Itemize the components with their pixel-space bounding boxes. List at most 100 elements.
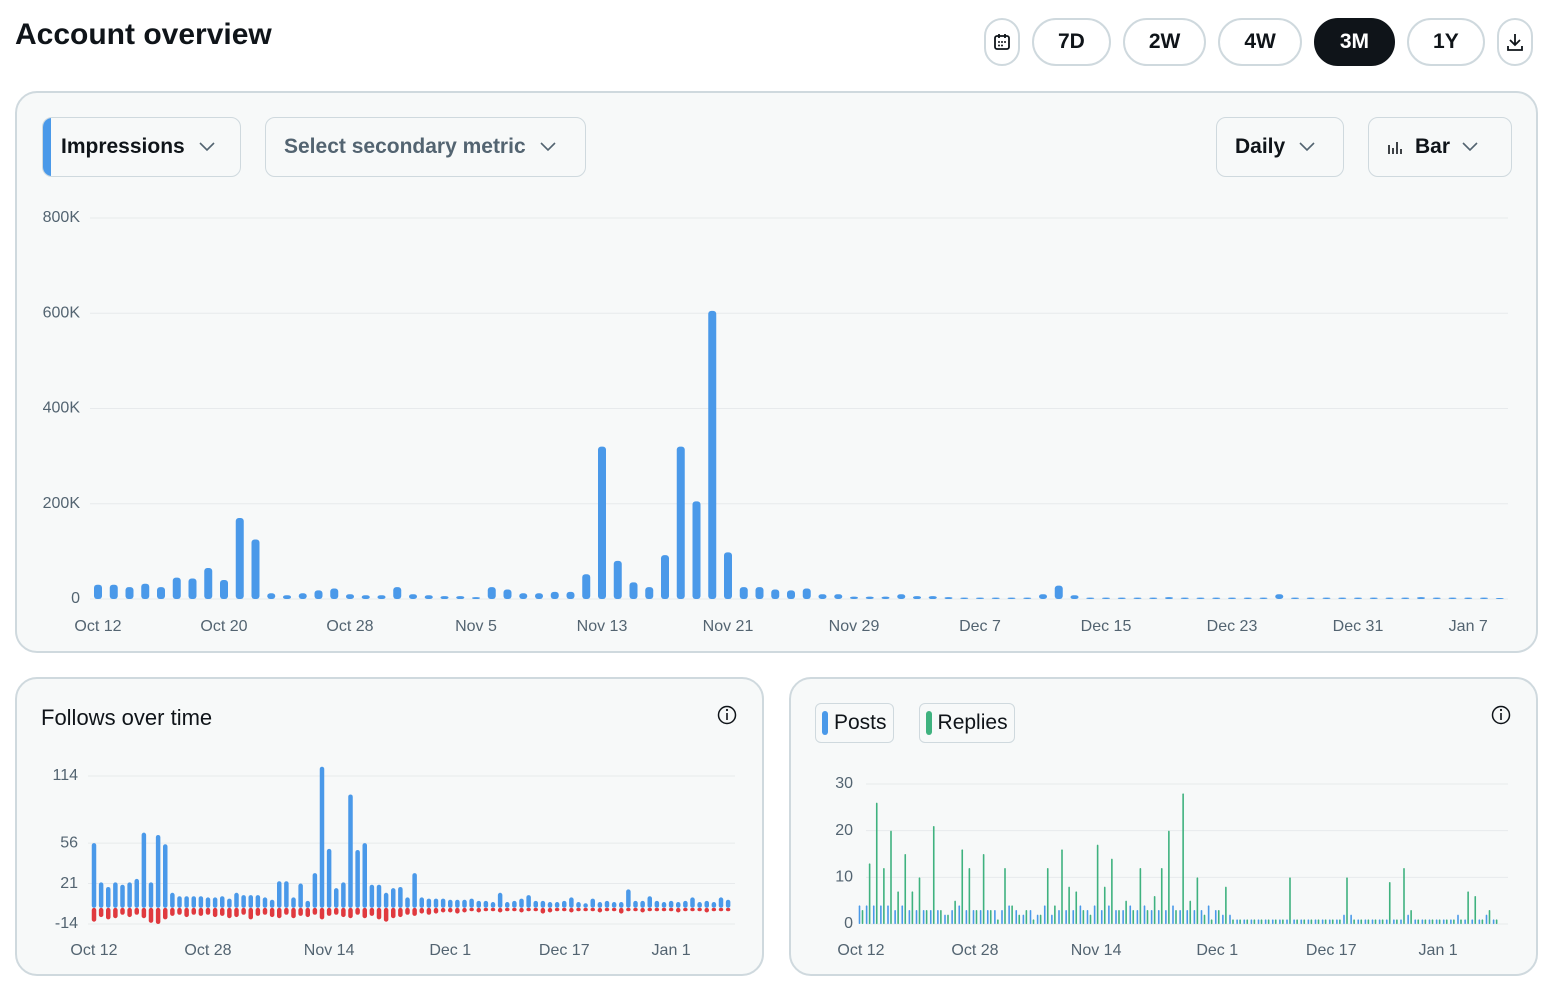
bar	[262, 897, 268, 908]
legend-item[interactable]: Replies	[918, 703, 1015, 743]
bar	[1132, 910, 1135, 924]
bar	[979, 910, 982, 924]
calendar-button[interactable]	[984, 18, 1020, 66]
bar	[198, 907, 204, 916]
x-tick-label: Dec 31	[1333, 618, 1384, 635]
range-button[interactable]: 2W	[1122, 18, 1207, 66]
legend-item[interactable]: Posts	[815, 703, 894, 743]
bar	[989, 910, 992, 924]
bar	[1435, 919, 1438, 924]
bar	[172, 577, 181, 599]
range-button[interactable]: 3M	[1313, 18, 1396, 66]
bar	[393, 587, 402, 599]
bar	[519, 907, 524, 913]
bar	[235, 518, 244, 599]
bar	[1485, 914, 1488, 924]
bar	[440, 907, 446, 913]
bar	[697, 907, 702, 912]
bar	[1428, 919, 1431, 924]
bar	[476, 900, 481, 908]
secondary-metric-dropdown[interactable]: Select secondary metric	[265, 117, 586, 177]
page-title: Account overview	[15, 18, 272, 51]
bar	[1453, 919, 1455, 924]
bar	[1172, 905, 1174, 924]
bar	[894, 910, 896, 924]
bar	[883, 868, 885, 924]
bar	[1360, 919, 1363, 924]
bar	[697, 902, 702, 908]
x-tick-label: Nov 21	[703, 618, 754, 635]
bar	[248, 895, 253, 908]
bar	[220, 896, 225, 908]
bar	[497, 892, 503, 908]
bar	[1143, 905, 1146, 924]
bar	[718, 907, 724, 912]
interval-dropdown[interactable]: Daily	[1216, 117, 1344, 177]
legend-swatch	[925, 711, 932, 735]
bar	[227, 907, 232, 919]
download-button[interactable]	[1496, 18, 1533, 66]
download-icon	[1506, 34, 1523, 51]
bar	[412, 907, 417, 916]
bar	[1217, 910, 1220, 924]
bar	[1168, 830, 1170, 924]
range-button[interactable]: 4W	[1218, 18, 1302, 66]
info-icon[interactable]	[717, 705, 737, 725]
bar	[611, 902, 617, 908]
bar	[676, 902, 681, 908]
bar	[409, 594, 417, 599]
bar	[1133, 597, 1142, 599]
bar	[1464, 919, 1466, 924]
bar	[284, 907, 289, 915]
bar	[355, 850, 360, 908]
bar	[1331, 919, 1334, 924]
y-tick-label: 21	[60, 875, 78, 892]
bar	[960, 597, 969, 599]
bar	[1260, 919, 1263, 924]
bar	[269, 907, 275, 918]
bar	[426, 907, 432, 915]
bar	[448, 899, 453, 908]
bar	[1310, 919, 1313, 924]
bar	[1186, 910, 1189, 924]
bar	[283, 595, 291, 599]
bar	[1321, 919, 1324, 924]
bar	[267, 593, 276, 599]
info-icon[interactable]	[1491, 705, 1511, 725]
bar	[348, 907, 353, 919]
bar	[1043, 905, 1046, 924]
bar	[1018, 914, 1021, 924]
bar	[163, 907, 168, 920]
bar	[440, 596, 449, 599]
chart-type: Bar	[1415, 135, 1451, 158]
bar	[550, 591, 559, 599]
bar	[1165, 597, 1173, 599]
bar	[1118, 910, 1120, 924]
bar	[412, 873, 417, 908]
bar	[220, 579, 228, 599]
bar	[198, 896, 204, 908]
bar	[1189, 900, 1192, 924]
primary-metric-dropdown[interactable]: Impressions	[42, 117, 241, 177]
bar	[676, 907, 681, 913]
bar	[918, 877, 921, 924]
bar	[1286, 919, 1288, 924]
bar	[120, 907, 125, 915]
bar	[94, 584, 102, 599]
bar	[519, 898, 524, 908]
bar	[1488, 910, 1491, 924]
bar	[204, 568, 213, 599]
bar	[113, 882, 118, 908]
bar	[1282, 919, 1284, 924]
bar	[184, 907, 189, 918]
bar	[590, 907, 595, 912]
bar	[125, 587, 134, 599]
bar	[626, 907, 631, 912]
range-button[interactable]: 1Y	[1407, 18, 1485, 66]
bar	[1303, 919, 1306, 924]
bar	[505, 907, 510, 912]
bar	[312, 907, 318, 915]
chart-type-dropdown[interactable]: Bar	[1368, 117, 1512, 177]
range-button[interactable]: 7D	[1032, 18, 1111, 66]
bar	[1374, 919, 1377, 924]
